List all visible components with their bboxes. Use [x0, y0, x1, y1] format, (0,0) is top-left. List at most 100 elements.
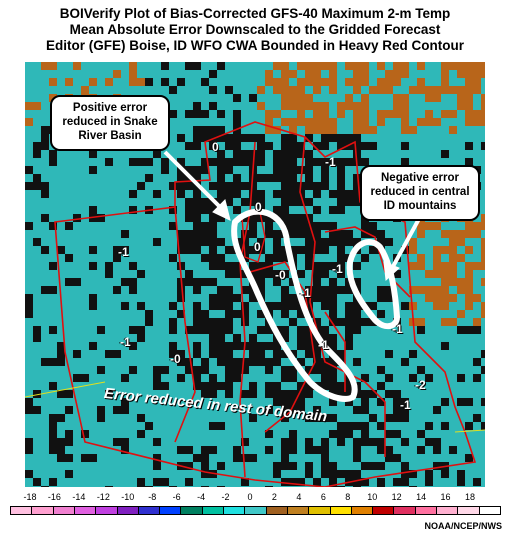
map-pixel — [185, 62, 193, 70]
map-pixel — [297, 198, 305, 206]
title-line-3: Editor (GFE) Boise, ID WFO CWA Bounded i… — [46, 38, 464, 53]
map-pixel — [321, 334, 329, 342]
map-pixel — [49, 478, 57, 486]
map-pixel — [241, 198, 249, 206]
map-pixel — [361, 462, 369, 470]
map-pixel — [121, 230, 129, 238]
map-pixel — [329, 78, 337, 86]
map-pixel — [89, 342, 97, 350]
scale-color-swatch — [393, 506, 416, 515]
map-pixel — [289, 374, 297, 382]
map-pixel — [297, 358, 305, 366]
map-pixel — [321, 462, 329, 470]
map-pixel — [313, 230, 321, 238]
map-pixel — [177, 350, 185, 358]
map-pixel — [425, 478, 433, 486]
left-arrow-head — [212, 199, 231, 221]
map-pixel — [401, 470, 409, 478]
map-pixel — [329, 286, 337, 294]
map-pixel — [321, 414, 329, 422]
map-pixel — [345, 470, 353, 478]
map-pixel — [241, 302, 249, 310]
map-pixel — [249, 454, 257, 462]
map-pixel — [321, 126, 329, 134]
map-pixel — [33, 334, 41, 342]
map-pixel — [177, 262, 185, 270]
map-pixel — [217, 238, 225, 246]
map-pixel — [25, 118, 33, 126]
map-pixel — [193, 238, 201, 246]
map-pixel — [321, 142, 329, 150]
map-pixel — [233, 454, 241, 462]
map-pixel — [225, 382, 233, 390]
map-pixel — [25, 470, 33, 478]
map-pixel — [313, 278, 321, 286]
map-pixel — [473, 62, 481, 70]
map-pixel — [113, 254, 121, 262]
map-pixel — [329, 430, 337, 438]
map-pixel — [257, 358, 265, 366]
map-pixel — [89, 166, 97, 174]
map-pixel — [337, 350, 345, 358]
map-pixel — [433, 94, 441, 102]
map-pixel — [33, 150, 41, 158]
map-pixel — [337, 318, 345, 326]
map-pixel — [57, 454, 65, 462]
scale-tick-label: 10 — [367, 492, 378, 502]
map-pixel — [241, 150, 249, 158]
map-pixel — [465, 398, 473, 406]
map-pixel — [153, 462, 161, 470]
scale-color-swatch — [137, 506, 161, 515]
map-pixel — [289, 166, 297, 174]
map-pixel — [353, 134, 361, 142]
map-pixel — [313, 222, 321, 230]
map-pixel — [345, 286, 353, 294]
map-pixel — [25, 310, 33, 318]
map-pixel — [281, 118, 289, 126]
map-pixel — [41, 134, 49, 142]
map-pixel — [281, 454, 289, 462]
map-value-label: 0 — [254, 240, 261, 254]
map-pixel — [241, 390, 249, 398]
map-pixel — [217, 182, 225, 190]
map-pixel — [169, 206, 177, 214]
map-pixel — [217, 342, 225, 350]
map-pixel — [217, 486, 225, 487]
map-pixel — [81, 374, 89, 382]
map-pixel — [433, 294, 441, 302]
map-pixel — [401, 118, 409, 126]
map-pixel — [297, 86, 305, 94]
map-pixel — [417, 222, 425, 230]
map-pixel — [209, 222, 217, 230]
map-pixel — [441, 230, 449, 238]
map-pixel — [305, 166, 313, 174]
map-pixel — [241, 318, 249, 326]
map-pixel — [417, 86, 425, 94]
map-pixel — [465, 158, 473, 166]
map-pixel — [465, 294, 473, 302]
map-pixel — [241, 254, 249, 262]
map-pixel — [185, 270, 193, 278]
map-pixel — [433, 446, 441, 454]
map-pixel — [193, 342, 201, 350]
map-pixel — [393, 478, 401, 486]
map-pixel — [209, 342, 217, 350]
map-pixel — [113, 286, 121, 294]
zone-boundary — [174, 206, 196, 443]
scale-tick-label: -2 — [221, 492, 230, 502]
map-pixel — [337, 438, 345, 446]
map-pixel — [313, 238, 321, 246]
map-pixel — [65, 254, 73, 262]
map-pixel — [321, 238, 329, 246]
map-pixel — [57, 246, 65, 254]
map-pixel — [249, 230, 257, 238]
map-pixel — [305, 214, 313, 222]
map-pixel — [273, 206, 281, 214]
map-pixel — [297, 214, 305, 222]
map-pixel — [185, 182, 193, 190]
map-pixel — [313, 86, 321, 94]
map-pixel — [321, 286, 329, 294]
map-pixel — [297, 334, 305, 342]
map-pixel — [225, 190, 233, 198]
map-pixel — [185, 198, 193, 206]
